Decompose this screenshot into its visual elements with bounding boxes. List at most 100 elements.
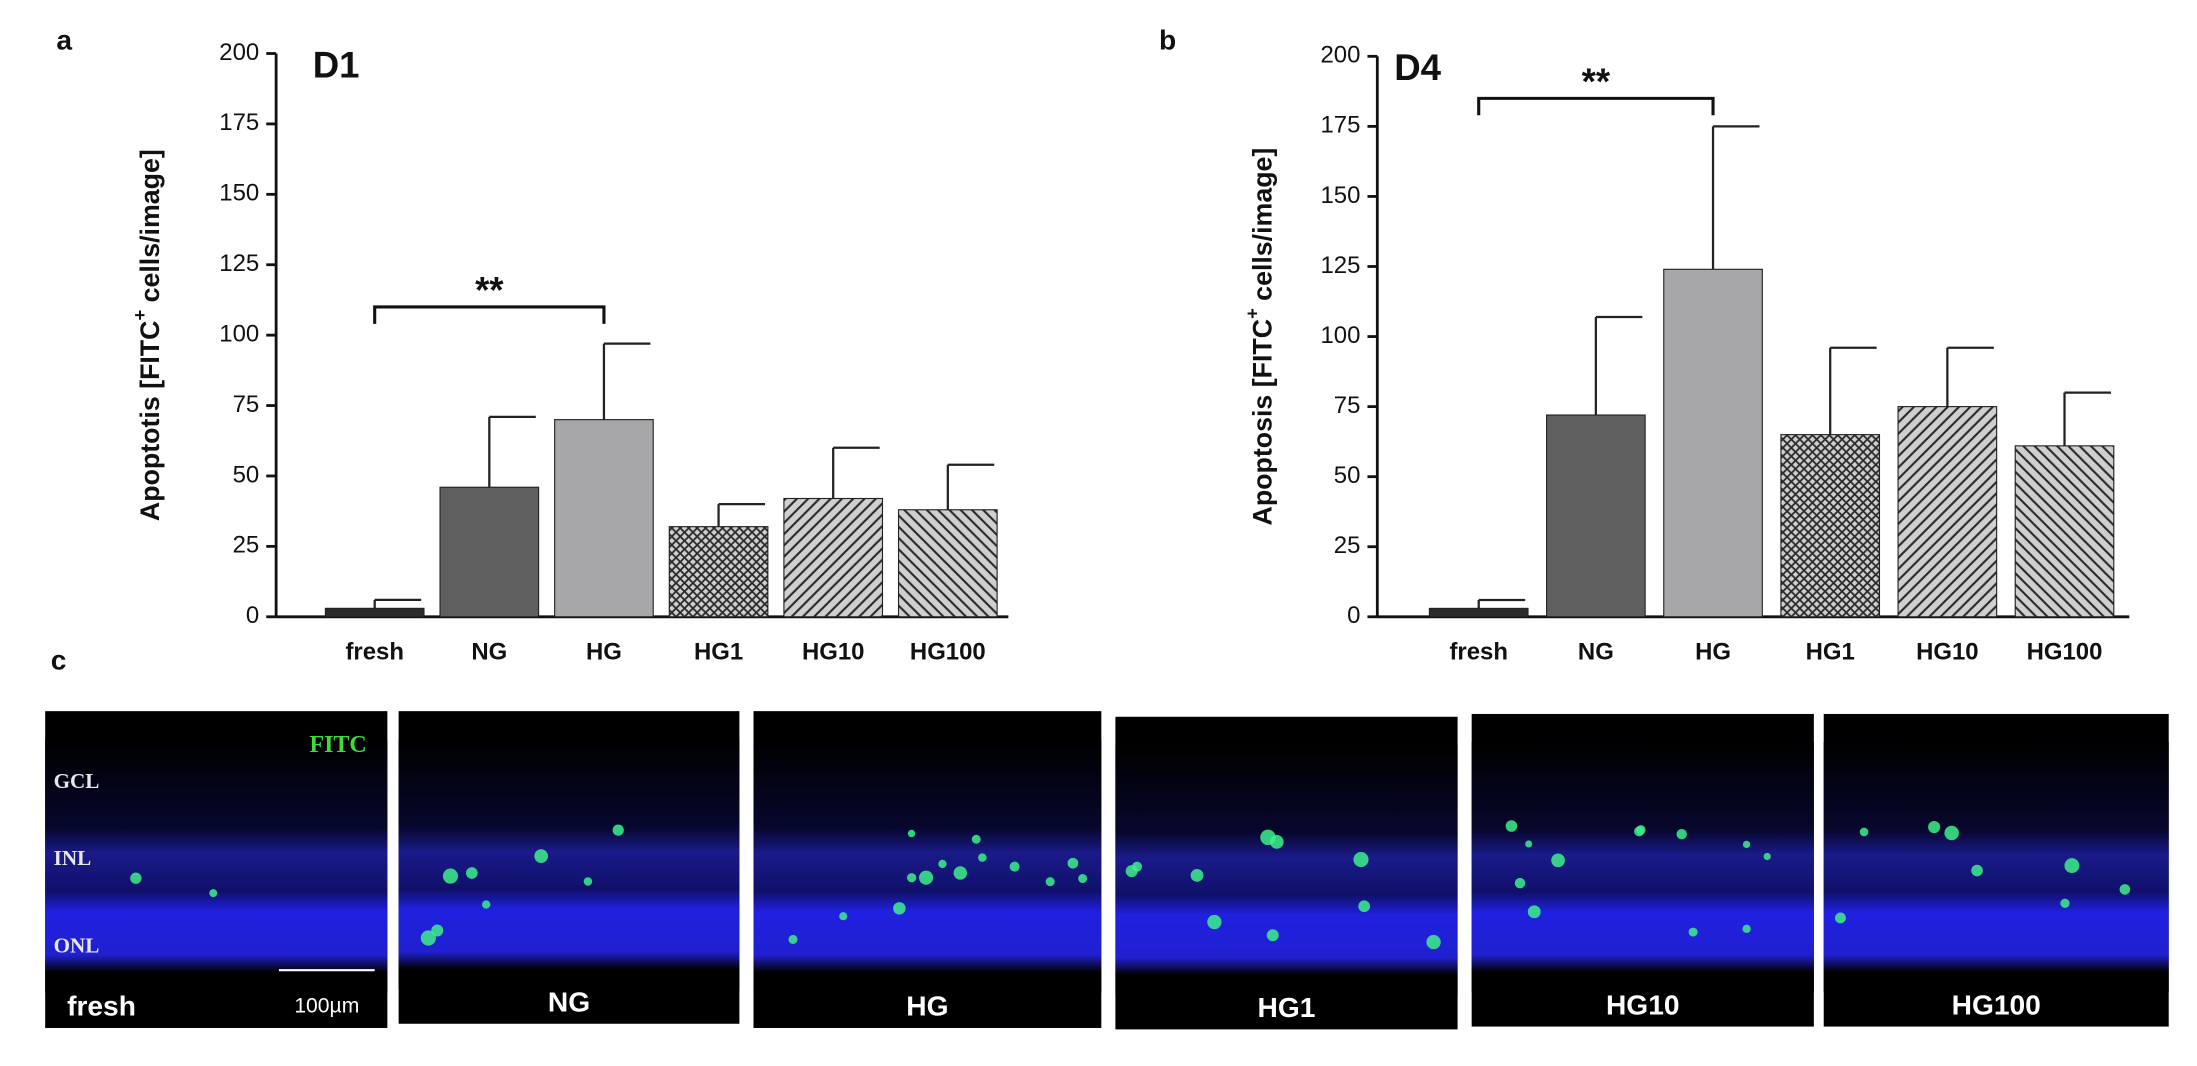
fitc-cell [1525,840,1533,848]
fitc-cell [978,853,987,862]
fitc-cell [839,912,848,921]
micrograph-label: HG10 [1606,989,1680,1020]
fitc-cell [1944,825,1959,841]
fitc-cell [907,873,917,883]
fitc-cell [1514,877,1526,889]
fitc-cell [938,859,947,869]
fitc-cell [534,849,548,863]
x-tick-label: HG1 [694,639,743,666]
micrograph-label: HG [906,991,948,1022]
micrograph-tissue [1471,742,1814,993]
bar [783,497,884,618]
x-tick-label: fresh [345,639,404,666]
y-axis-label: Apoptosis [FITC+ cells/image] [1242,148,1278,526]
layer-label: GCL [54,769,100,793]
x-tick-label: HG100 [2027,639,2103,666]
bar [554,419,654,618]
fitc-cell [465,867,478,879]
fitc-cell [1742,840,1751,849]
y-axis-label: Apoptotis [FITC+ cells/image] [130,149,166,521]
x-tick-label: HG [1695,639,1731,666]
fitc-cell [1067,857,1079,869]
y-tick-label: 100 [1321,322,1361,349]
micrograph-tissue [45,739,388,993]
y-tick-label: 25 [233,532,260,559]
fitc-cell [1269,834,1284,849]
fitc-cell [1009,861,1020,872]
fitc-cell [420,930,436,946]
fitc-cell [1928,821,1941,834]
fitc-cell [1190,868,1204,882]
fitc-cell [442,868,459,884]
fitc-cell [971,834,981,844]
fitc-cell [1688,927,1698,937]
panel-label: a [56,25,72,56]
x-tick-label: HG1 [1806,639,1855,666]
x-tick-label: NG [471,639,507,666]
y-tick-label: 150 [1321,182,1361,209]
fitc-cell [1353,851,1369,868]
bar [1663,268,1763,618]
fitc-cell [2064,858,2080,874]
fitc-cell [788,934,798,944]
y-axis-label-part: cells/image] [135,149,165,310]
x-tick-label: HG10 [802,639,865,666]
x-tick-label: HG [586,639,622,666]
bar [2014,445,2115,618]
y-tick-label: 100 [219,320,259,347]
fitc-cell [1971,864,1983,877]
fitc-cell [209,889,218,898]
micrograph-tissue [753,739,1102,993]
fitc-cell [1763,852,1771,861]
fitc-cell [918,870,934,885]
fitc-cell [612,824,624,836]
y-tick-label: 175 [1321,112,1361,139]
y-tick-label: 175 [219,109,259,136]
fitc-cell [1266,929,1279,942]
y-tick-label: 125 [219,250,259,277]
y-tick-label: 75 [1334,392,1361,419]
fitc-cell [1505,820,1518,832]
y-tick-label: 0 [1347,602,1360,629]
y-axis-label-part: Apoptotis [FITC [135,321,165,522]
significance-bracket [373,305,606,324]
panel-label: c [51,644,67,675]
y-tick-label: 0 [246,602,259,629]
y-tick-label: 125 [1321,252,1361,279]
x-tick-label: HG100 [910,639,986,666]
y-tick-label: 25 [1334,532,1361,559]
panel-label: b [1159,25,1176,56]
micrograph-label: HG1 [1258,992,1316,1023]
bar [1780,434,1881,618]
y-axis-label-part: cells/image] [1248,148,1278,309]
fitc-cell [2119,884,2131,895]
chart-title: D1 [313,44,360,85]
layer-label: INL [54,846,92,870]
fitc-cell [1634,826,1645,837]
fitc-cell [1527,905,1541,919]
significance-label: ** [1582,61,1611,102]
y-axis-label-part: + [1242,308,1263,319]
fitc-cell [893,902,906,915]
fitc-cell [907,829,916,838]
y-tick-label: 75 [233,391,260,418]
fitc-cell [2060,898,2070,908]
micrograph-label: NG [548,986,590,1017]
fitc-cell [1045,877,1055,887]
significance-label: ** [475,270,504,311]
fitc-cell [1125,865,1138,878]
fitc-cell [1358,900,1371,913]
fitc-cell [583,877,593,886]
bar [897,509,998,618]
y-axis-label-part: Apoptosis [FITC [1248,319,1278,526]
stain-label: FITC [309,732,366,758]
fitc-cell [1426,934,1441,950]
bar [439,486,540,618]
fitc-cell [1078,874,1088,884]
micrograph-tissue [398,739,740,990]
y-tick-label: 150 [219,180,259,207]
fitc-cell [1676,828,1687,840]
fitc-cell [1207,914,1222,930]
